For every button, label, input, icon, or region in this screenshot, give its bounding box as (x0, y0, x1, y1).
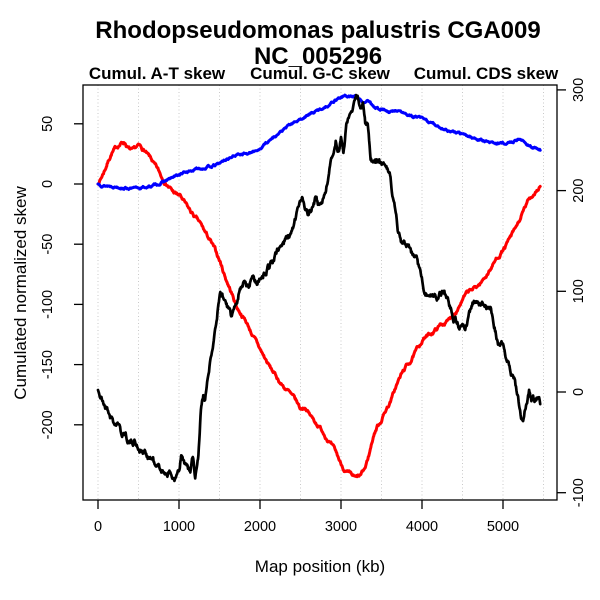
x-tick-label: 3000 (325, 519, 357, 535)
x-tick-label: 2000 (244, 519, 276, 535)
y-axis-title: Cumulated normalized skew (11, 186, 30, 400)
y-left-tick-label: -50 (40, 234, 56, 255)
legend-cds-skew: Cumul. CDS skew (414, 64, 559, 83)
chart-title-line1: Rhodopseudomonas palustris CGA009 (95, 17, 540, 44)
ticks-group (74, 89, 566, 509)
y-left-tick-label: -200 (40, 410, 56, 439)
x-tick-label: 1000 (163, 519, 195, 535)
y-left-tick-label: -150 (40, 350, 56, 379)
y-right-tick-label: 0 (571, 388, 587, 396)
plot-border (82, 84, 558, 501)
x-axis-title: Map position (kb) (255, 557, 385, 576)
y-left-tick-label: 50 (40, 116, 56, 132)
x-tick-label: 4000 (406, 519, 438, 535)
gridlines-group (97, 85, 544, 500)
y-left-tick-label: -100 (40, 290, 56, 319)
x-tick-label: 5000 (487, 519, 519, 535)
curve-cumul-g-c-skew (96, 93, 542, 191)
y-left-tick-label: 0 (40, 180, 56, 188)
y-right-tick-label: 100 (571, 279, 587, 303)
curve-cumul-a-t-skew (96, 140, 542, 479)
x-tick-label: 0 (94, 519, 102, 535)
chart-title-line2: NC_005296 (254, 43, 382, 70)
curves-group (96, 93, 542, 483)
legend-gc-skew: Cumul. G-C skew (250, 64, 391, 83)
legend-at-skew: Cumul. A-T skew (89, 64, 226, 83)
y-right-tick-label: -100 (571, 478, 587, 507)
tick-labels-group: 0 1000 2000 3000 4000 5000500-50-100-150-2003… (40, 78, 587, 535)
curve-cumul-cds-skew (96, 93, 542, 483)
y-right-tick-label: 200 (571, 178, 587, 202)
y-right-tick-label: 300 (571, 78, 587, 102)
